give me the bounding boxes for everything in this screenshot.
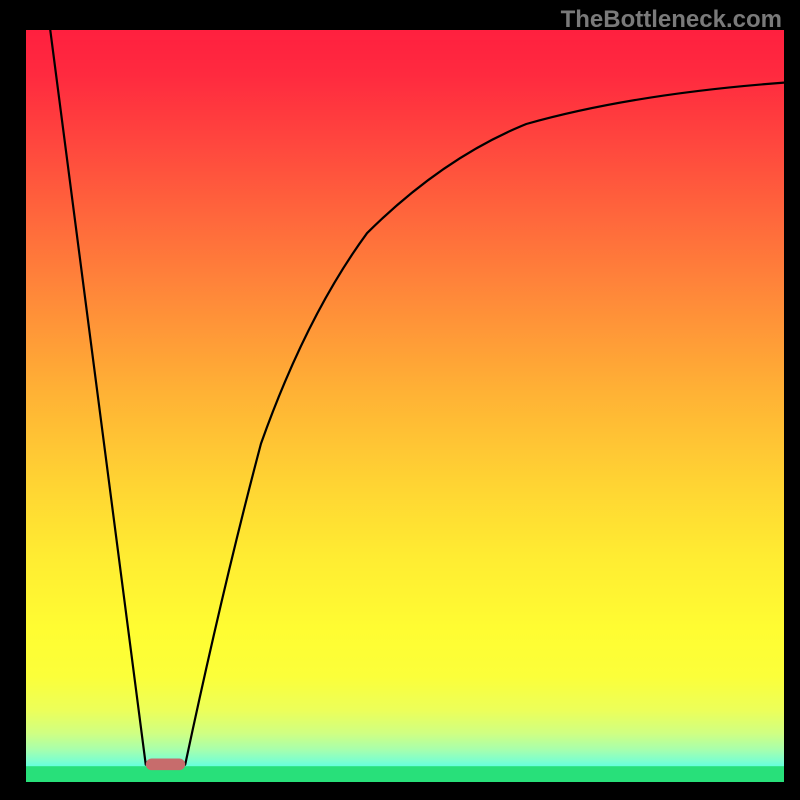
gradient-background — [26, 30, 784, 782]
valley-marker — [146, 759, 185, 771]
canvas: TheBottleneck.com — [0, 0, 800, 800]
bottleneck-chart — [26, 30, 784, 782]
baseline-strip — [26, 766, 784, 782]
plot-area — [26, 30, 784, 782]
watermark-text: TheBottleneck.com — [561, 6, 782, 34]
